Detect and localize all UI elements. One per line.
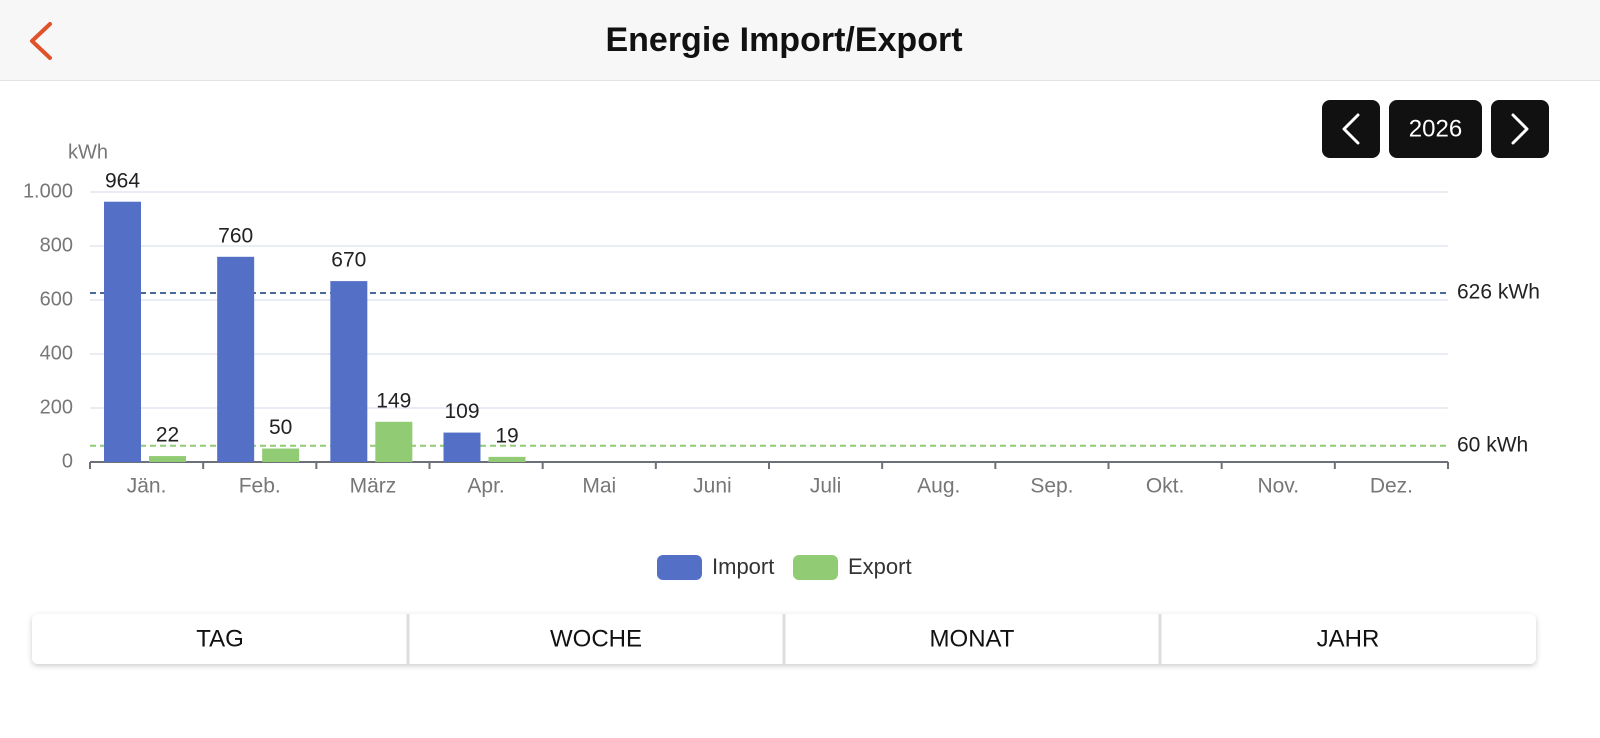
- header-bar: [0, 0, 1600, 80]
- value-label: 670: [331, 249, 366, 272]
- tab-label: MONAT: [930, 625, 1015, 652]
- bar: [262, 448, 300, 462]
- legend-label: Export: [848, 554, 912, 579]
- reference-label: 626 kWh: [1457, 281, 1540, 304]
- tab-label: TAG: [196, 625, 244, 652]
- x-tick-label: März: [350, 475, 397, 498]
- y-tick-label: 1.000: [23, 180, 73, 202]
- legend-label: Import: [712, 554, 774, 579]
- bar: [443, 432, 481, 462]
- tab-label: WOCHE: [550, 625, 642, 652]
- x-tick-label: Dez.: [1370, 475, 1413, 498]
- y-tick-label: 0: [62, 450, 73, 472]
- reference-label: 60 kWh: [1457, 433, 1528, 456]
- bar: [330, 281, 368, 462]
- x-tick-label: Okt.: [1146, 475, 1185, 498]
- y-unit: kWh: [68, 141, 108, 163]
- value-label: 760: [218, 224, 253, 247]
- x-tick-label: Sep.: [1030, 475, 1073, 498]
- legend-swatch: [657, 555, 702, 580]
- value-label: 50: [269, 416, 292, 439]
- y-tick-label: 600: [40, 288, 73, 310]
- bar: [104, 201, 141, 462]
- bar: [375, 421, 413, 462]
- prev-icon: [1342, 113, 1360, 145]
- y-tick-label: 200: [40, 396, 73, 418]
- bar: [488, 456, 526, 462]
- y-tick-label: 400: [40, 342, 73, 364]
- tab-label: JAHR: [1317, 625, 1380, 652]
- value-label: 109: [444, 400, 479, 423]
- chart: 0 200 400 600 800 1.000 626 kWh 60 kWh Jän. 964 22…: [23, 169, 1540, 580]
- x-tick-label: Aug.: [917, 475, 960, 498]
- x-tick-label: Apr.: [467, 475, 504, 498]
- bar: [217, 256, 255, 462]
- next-icon: [1511, 113, 1529, 145]
- page-title: Energie Import/Export: [605, 21, 962, 59]
- year-button[interactable]: [1389, 100, 1482, 158]
- x-tick-label: Juli: [810, 475, 842, 498]
- year-label: 2026: [1409, 115, 1462, 142]
- back-button[interactable]: [30, 22, 52, 60]
- x-tick-label: Juni: [693, 475, 732, 498]
- value-label: 964: [105, 169, 140, 192]
- bar: [149, 456, 186, 462]
- legend-swatch: [793, 555, 838, 580]
- tabs: TAG WOCHE MONAT JAHR: [196, 614, 1380, 664]
- value-label: 19: [495, 424, 518, 447]
- value-label: 149: [376, 389, 411, 412]
- x-tick-label: Mai: [582, 475, 616, 498]
- value-label: 22: [156, 424, 179, 447]
- y-tick-label: 800: [40, 234, 73, 256]
- x-tick-label: Nov.: [1257, 475, 1299, 498]
- x-tick-label: Jän.: [127, 475, 167, 498]
- prev-year-button[interactable]: [1322, 100, 1380, 158]
- x-tick-label: Feb.: [239, 475, 281, 498]
- next-year-button[interactable]: [1491, 100, 1549, 158]
